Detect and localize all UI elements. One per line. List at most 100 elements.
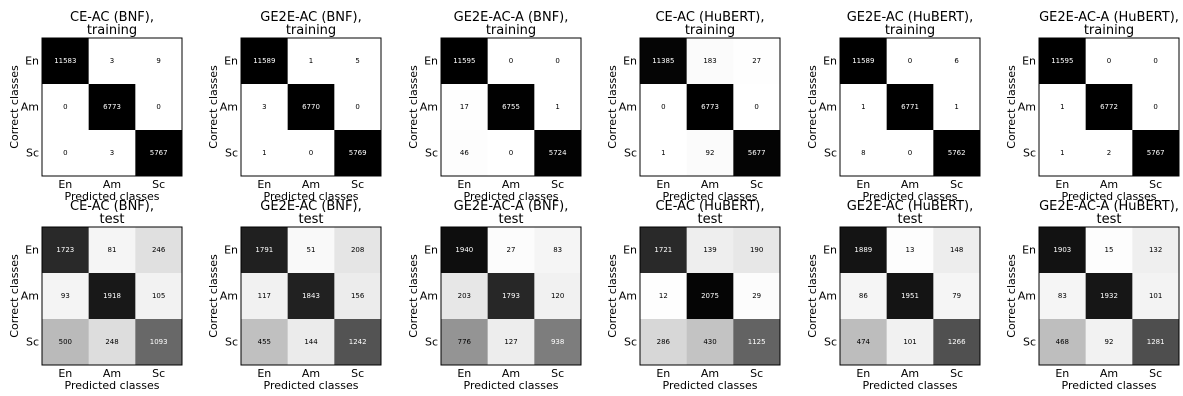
- matrix-cell: [886, 319, 934, 366]
- confusion-matrix-5: GE2E-AC-A (HuBERT), training 11595 0 0 1 6772 0…: [1005, 10, 1180, 203]
- matrix-cell: [441, 319, 488, 366]
- y-tick-label: En: [823, 244, 837, 257]
- y-tick-label: Sc: [425, 336, 438, 349]
- chart-title-line: test: [499, 212, 524, 227]
- matrix-cell: [933, 273, 981, 320]
- cell-value-label: 6771: [901, 103, 919, 111]
- cell-value-label: 92: [706, 149, 715, 157]
- y-axis-label: Correct classes: [407, 254, 420, 338]
- matrix-cell: [933, 227, 981, 274]
- cell-value-label: 1889: [854, 246, 872, 254]
- y-tick-label: Am: [21, 101, 39, 114]
- confusion-matrix-6: CE-AC (BNF), test 1723 81 246 93 1918 105 500 248…: [8, 199, 183, 392]
- x-tick-label: Sc: [1149, 367, 1162, 380]
- cell-value-label: 0: [509, 57, 513, 65]
- cell-value-label: 0: [309, 149, 313, 157]
- x-tick-label: Am: [103, 367, 121, 380]
- y-tick-label: Am: [619, 290, 637, 303]
- cell-value-label: 11385: [652, 57, 674, 65]
- matrix-cell: [241, 130, 288, 177]
- matrix-cell: [88, 38, 136, 85]
- cell-value-label: 1242: [349, 338, 367, 346]
- cell-value-label: 139: [703, 246, 716, 254]
- y-tick-label: Sc: [1023, 336, 1036, 349]
- chart-title-line: CE-AC (HuBERT),: [655, 10, 764, 25]
- cell-value-label: 1721: [654, 246, 672, 254]
- chart-title-line: GE2E-AC (BNF),: [260, 199, 361, 214]
- matrix-cell: [42, 319, 89, 366]
- matrix-cell: [42, 273, 89, 320]
- y-tick-label: En: [224, 244, 238, 257]
- x-tick-label: En: [656, 178, 670, 191]
- cell-value-label: 15: [1105, 246, 1114, 254]
- matrix-cell: [686, 38, 734, 85]
- chart-title-line: GE2E-AC (BNF),: [260, 10, 361, 25]
- cell-value-label: 92: [1105, 338, 1114, 346]
- y-axis-label: Correct classes: [1005, 65, 1018, 149]
- cell-value-label: 938: [551, 338, 564, 346]
- cell-value-label: 29: [752, 292, 761, 300]
- matrix-cell: [933, 319, 981, 366]
- matrix-cell: [1085, 319, 1133, 366]
- cell-value-label: 1: [861, 103, 865, 111]
- matrix-cell: [840, 319, 887, 366]
- chart-title: GE2E-AC (HuBERT), training: [847, 10, 974, 38]
- chart-title-line: test: [299, 212, 324, 227]
- matrix-cell: [1085, 227, 1133, 274]
- cell-value-label: 5762: [948, 149, 966, 157]
- confusion-matrix-7: GE2E-AC (BNF), test 1791 51 208 117 1843 156 455…: [207, 199, 382, 392]
- matrix-cell: [88, 130, 136, 177]
- matrix-cell: [733, 38, 781, 85]
- matrix-cell: [686, 84, 734, 131]
- x-tick-label: Am: [502, 367, 520, 380]
- matrix-cell: [640, 84, 687, 131]
- cell-value-label: 11595: [1051, 57, 1073, 65]
- cell-value-label: 27: [507, 246, 516, 254]
- x-tick-label: Am: [103, 178, 121, 191]
- cell-value-label: 79: [952, 292, 961, 300]
- matrix-frame: [639, 37, 781, 177]
- matrix-cell: [88, 273, 136, 320]
- matrix-cell: [1132, 227, 1180, 274]
- cell-value-label: 1793: [502, 292, 520, 300]
- cell-value-label: 81: [108, 246, 117, 254]
- matrix-frame: [1038, 37, 1180, 177]
- cell-value-label: 430: [703, 338, 716, 346]
- matrix-frame: [41, 226, 183, 366]
- matrix-cell: [241, 38, 288, 85]
- cell-value-label: 6773: [701, 103, 719, 111]
- cell-value-label: 3: [262, 103, 266, 111]
- x-tick-label: Am: [901, 367, 919, 380]
- chart-title: GE2E-AC-A (BNF), training: [454, 10, 569, 38]
- cell-value-label: 1940: [455, 246, 473, 254]
- y-tick-label: En: [1022, 55, 1036, 68]
- matrix-cell: [733, 130, 781, 177]
- cell-value-label: 11589: [852, 57, 874, 65]
- x-tick-label: En: [1055, 178, 1069, 191]
- confusion-matrix-1: GE2E-AC (BNF), training 11589 1 5 3 6770 0 1 0 576…: [207, 10, 382, 203]
- x-axis-label: Predicted classes: [1062, 190, 1157, 203]
- y-tick-label: Am: [1018, 290, 1036, 303]
- confusion-matrix-9: CE-AC (HuBERT), test 1721 139 190 12 2075 29 286…: [606, 199, 781, 392]
- matrix-cell: [534, 130, 582, 177]
- y-tick-label: Sc: [824, 336, 837, 349]
- matrix-cell: [733, 319, 781, 366]
- cell-value-label: 101: [1149, 292, 1162, 300]
- matrix-cell: [441, 227, 488, 274]
- x-axis-label: Predicted classes: [863, 190, 958, 203]
- cell-value-label: 6773: [103, 103, 121, 111]
- x-tick-label: En: [58, 367, 72, 380]
- matrix-cell: [1039, 84, 1086, 131]
- matrix-cell: [640, 319, 687, 366]
- confusion-matrix-2: GE2E-AC-A (BNF), training 11595 0 0 17 6755 1 46…: [407, 10, 582, 203]
- matrix-cell: [1039, 273, 1086, 320]
- cell-value-label: 8: [861, 149, 865, 157]
- chart-title-line: GE2E-AC-A (BNF),: [454, 199, 569, 214]
- matrix-cell: [287, 130, 335, 177]
- matrix-cell: [1132, 38, 1180, 85]
- y-axis-label: Correct classes: [8, 65, 21, 149]
- x-tick-label: Sc: [750, 367, 763, 380]
- x-tick-label: Sc: [551, 367, 564, 380]
- y-tick-label: Am: [220, 101, 238, 114]
